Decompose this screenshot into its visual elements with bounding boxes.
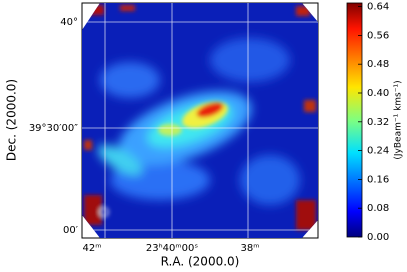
y-tick-label: 00′ [63, 225, 79, 236]
colorbar-tick-label: 0.48 [367, 59, 389, 70]
colorbar-label: (JyBeam⁻¹ kms⁻¹) [394, 80, 404, 159]
y-axis-label: Dec. (2000.0) [5, 79, 19, 161]
colorbar-tick-label: 0.56 [367, 30, 389, 41]
x-axis-label: R.A. (2000.0) [161, 255, 240, 269]
colorbar [346, 2, 363, 238]
colorbar-tick-label: 0.24 [367, 146, 389, 157]
x-tick-label: 42ᵐ [83, 243, 102, 254]
colorbar-tick-label: 0.64 [367, 2, 389, 13]
colorbar-tick-label: 0.40 [367, 88, 389, 99]
x-tick-label: 38ᵐ [241, 243, 260, 254]
colorbar-tick-label: 0.00 [367, 232, 389, 243]
colorbar-tick-label: 0.08 [367, 203, 389, 214]
colorbar-tick-label: 0.16 [367, 174, 389, 185]
colorbar-tick-label: 0.32 [367, 117, 389, 128]
y-tick-label: 39°30′00″ [29, 123, 78, 134]
x-tick-label: 23ʰ40ᵐ00ˢ [146, 243, 198, 254]
map-image [82, 3, 318, 238]
y-tick-label: 40° [60, 17, 78, 28]
